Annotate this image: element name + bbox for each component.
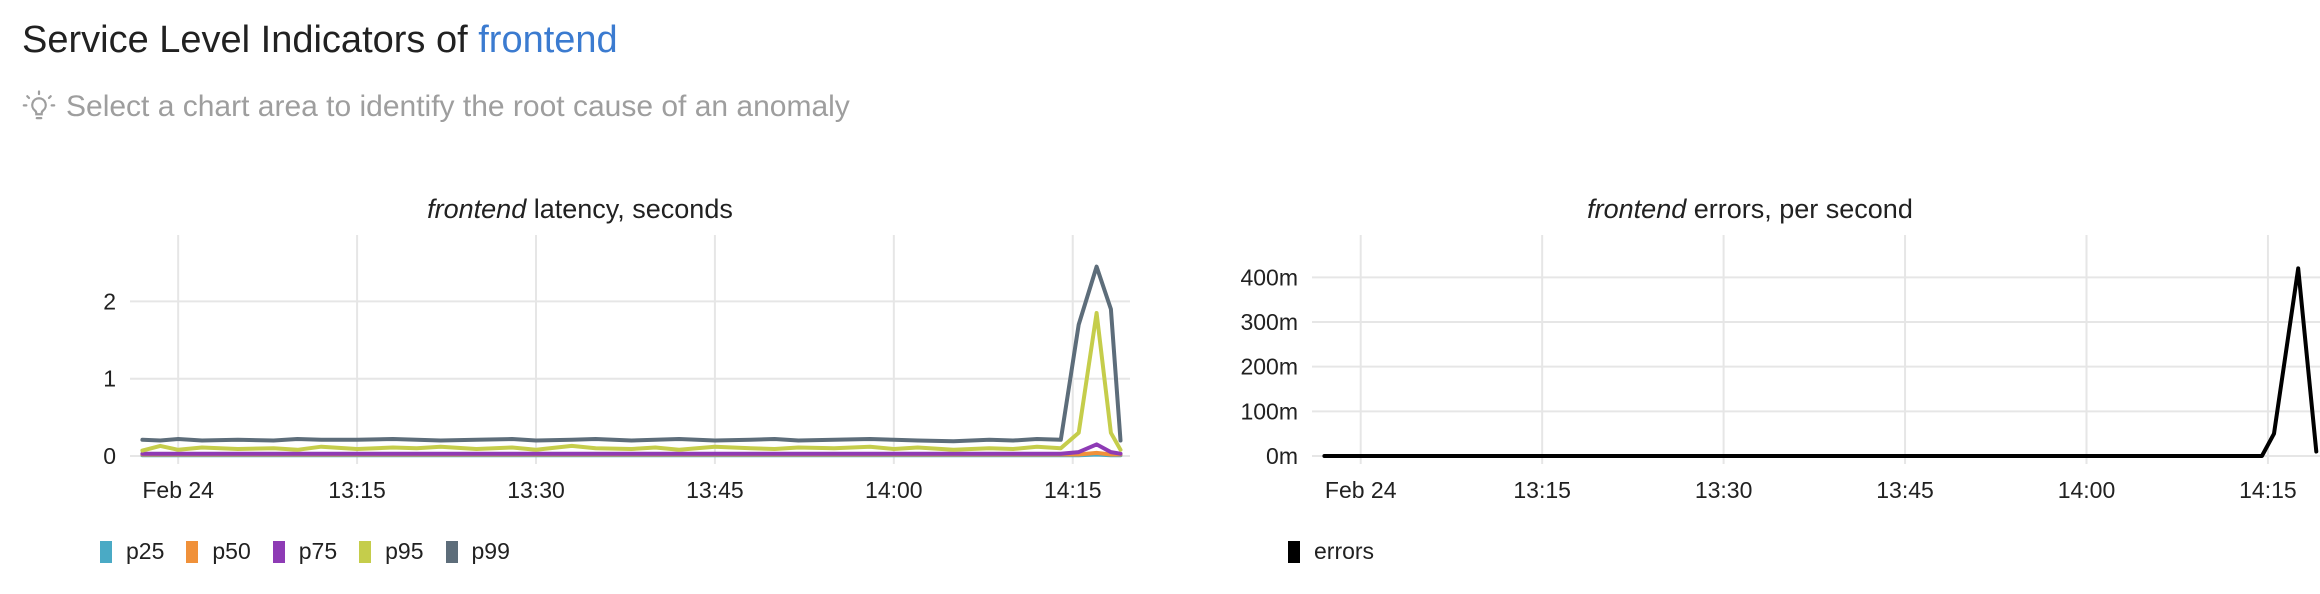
latency-chart-title-rest: latency, seconds: [526, 194, 733, 224]
errors-grid: [1312, 235, 2320, 464]
hint-text: Select a chart area to identify the root…: [66, 90, 850, 123]
errors-x-tick-label: 13:30: [1695, 477, 1753, 503]
latency-x-tick-label: Feb 24: [142, 477, 214, 503]
errors-y-tick-label: 300m: [1240, 309, 1298, 335]
latency-legend-label: p75: [298, 538, 338, 564]
page-title: Service Level Indicators of frontend: [22, 18, 618, 64]
latency-legend-item-p99[interactable]: p99: [445, 538, 510, 565]
latency-x-tick-label: 13:15: [328, 477, 386, 503]
latency-chart[interactable]: 0 1 2 Feb 24 13:15 13:30 13:45 14:00 14:15: [0, 180, 1160, 520]
errors-y-tick-label: 400m: [1240, 264, 1298, 290]
errors-y-tick-label: 100m: [1240, 398, 1298, 424]
latency-legend-item-p75[interactable]: p75: [272, 538, 338, 565]
errors-chart-title-service: frontend: [1587, 194, 1687, 224]
latency-chart-panel: frontend latency, seconds 0 1 2 Feb 24 13:15…: [0, 180, 1160, 594]
errors-x-tick-label: 13:15: [1513, 477, 1571, 503]
lightbulb-icon: [22, 90, 56, 120]
latency-y-tick-label: 1: [103, 366, 116, 392]
errors-series-errors-line[interactable]: [1322, 266, 2319, 458]
errors-legend-label: errors: [1314, 538, 1375, 564]
latency-grid: [130, 235, 1130, 464]
latency-series-group: [140, 264, 1123, 458]
errors-chart-legend: errors: [1288, 538, 1396, 565]
latency-series-p75-line[interactable]: [140, 442, 1123, 456]
service-name-link[interactable]: frontend: [478, 19, 618, 61]
latency-chart-title-service: frontend: [427, 194, 527, 224]
latency-series-p99-line[interactable]: [140, 264, 1123, 444]
errors-x-tick-label: Feb 24: [1325, 477, 1397, 503]
errors-series-group: [1322, 266, 2319, 458]
latency-x-tick-label: 14:15: [1044, 477, 1102, 503]
latency-legend-item-p95[interactable]: p95: [359, 538, 424, 565]
latency-legend-swatch: [100, 540, 112, 563]
latency-x-tick-label: 13:45: [686, 477, 744, 503]
errors-chart-title-rest: errors, per second: [1686, 194, 1913, 224]
latency-legend-item-p25[interactable]: p25: [100, 538, 164, 565]
page-title-prefix: Service Level Indicators of: [22, 19, 479, 61]
latency-legend-swatch: [186, 540, 199, 563]
errors-y-tick-label: 200m: [1240, 354, 1298, 380]
errors-chart[interactable]: 0m 100m 200m 300m 400m Feb 24 13:15 13:30 13:45 1…: [1180, 180, 2320, 520]
latency-x-tick-label: 13:30: [507, 477, 565, 503]
latency-series-p95-line[interactable]: [140, 311, 1123, 453]
latency-x-tick-label: 14:00: [865, 477, 923, 503]
latency-y-tick-label: 0: [103, 443, 116, 469]
latency-chart-legend: p25 p50 p75 p95 p99: [100, 538, 532, 565]
errors-chart-title: frontend errors, per second: [1180, 194, 2320, 225]
latency-legend-label: p95: [385, 538, 424, 564]
latency-y-tick-label: 2: [103, 288, 116, 314]
errors-x-tick-label: 14:15: [2239, 477, 2297, 503]
latency-legend-item-p50[interactable]: p50: [186, 538, 251, 565]
errors-y-tick-label: 0m: [1266, 443, 1298, 469]
errors-x-tick-label: 13:45: [1876, 477, 1934, 503]
latency-legend-swatch: [359, 540, 372, 563]
errors-chart-panel: frontend errors, per second 0m 100m 200m 30…: [1180, 180, 2320, 594]
latency-legend-swatch: [272, 540, 285, 563]
errors-legend-swatch: [1288, 540, 1300, 563]
latency-chart-title: frontend latency, seconds: [0, 194, 1160, 225]
latency-legend-label: p25: [126, 538, 165, 564]
latency-legend-label: p50: [212, 538, 251, 564]
latency-legend-swatch: [445, 540, 458, 563]
errors-legend-item-errors[interactable]: errors: [1288, 538, 1374, 565]
hint: Select a chart area to identify the root…: [20, 88, 850, 126]
errors-x-tick-label: 14:00: [2058, 477, 2116, 503]
latency-legend-label: p99: [471, 538, 510, 564]
